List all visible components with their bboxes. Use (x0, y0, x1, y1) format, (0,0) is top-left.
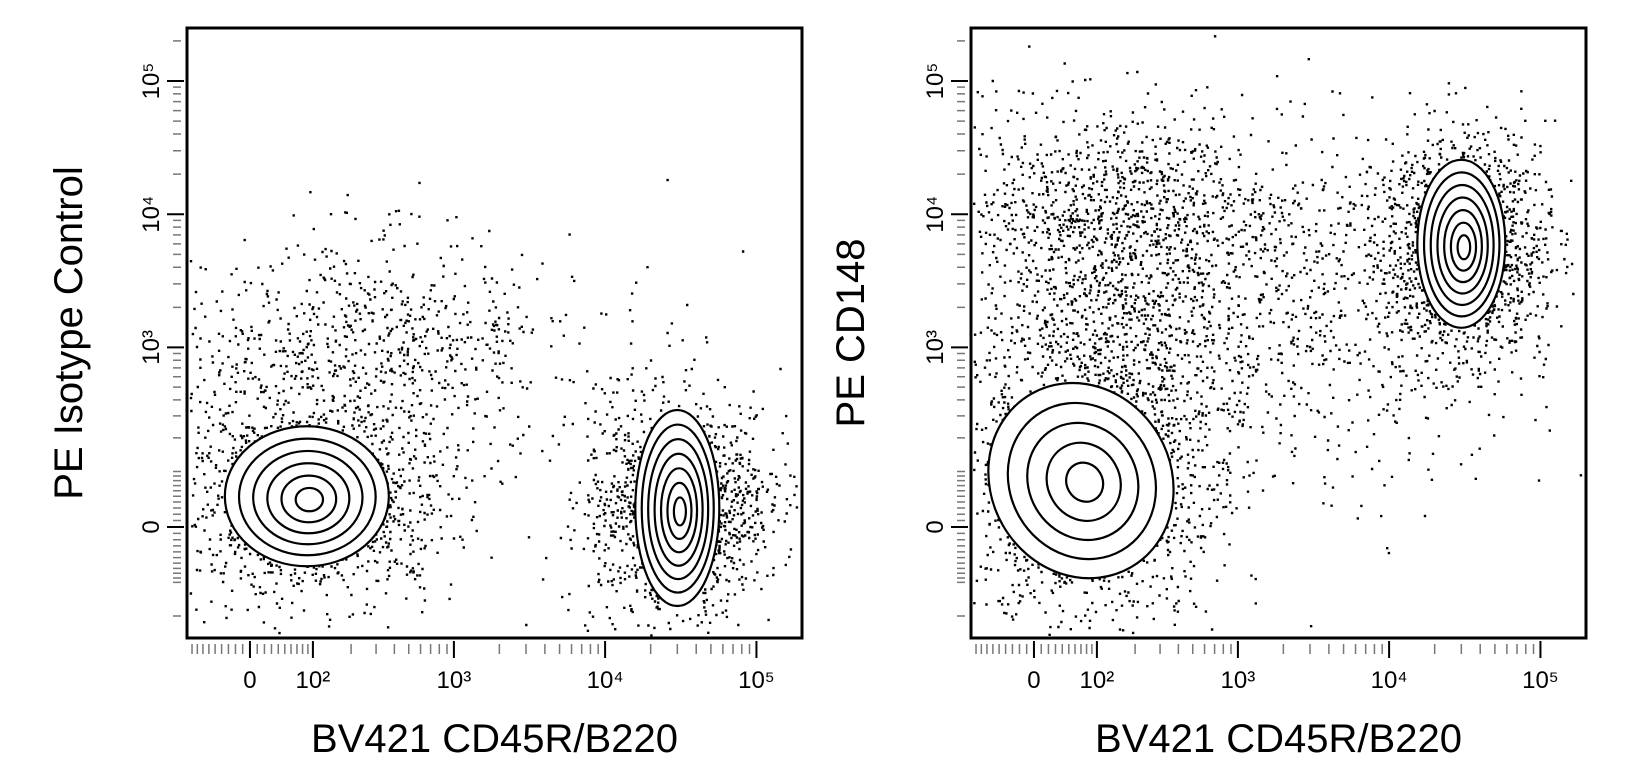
contour (1065, 461, 1105, 503)
x-tick-label: 10² (1080, 667, 1115, 694)
x-tick-label: 10⁵ (738, 667, 775, 694)
contour (987, 381, 1175, 580)
x-tick-label: 10⁵ (1522, 667, 1559, 694)
y-tick-label: 10⁵ (922, 63, 949, 100)
x-tick-label: 10³ (1221, 667, 1256, 694)
x-tick-label: 0 (1027, 667, 1040, 694)
y-tick-label: 10³ (138, 330, 165, 365)
contour (1443, 209, 1483, 284)
contour (672, 496, 687, 527)
y-axis-title: PE CD148 (829, 239, 873, 428)
plot-frame (969, 26, 1588, 640)
contour (1026, 421, 1140, 542)
contour (266, 462, 351, 535)
x-tick-label: 10² (296, 667, 331, 694)
plot-frame (185, 26, 804, 640)
contour (1006, 401, 1158, 561)
contour (640, 423, 715, 594)
minor-ticks (173, 40, 758, 654)
contour (1436, 196, 1489, 295)
x-tick-label: 10³ (437, 667, 472, 694)
minor-ticks (957, 40, 1542, 654)
contour (1045, 441, 1122, 522)
panel: 0 10² 10³ 10⁴ 10⁵ 0 10³ 10⁴ 10⁵ BV421 CD45R/B220 P… (47, 26, 804, 761)
contour (223, 425, 390, 568)
contour (252, 449, 364, 546)
x-axis-title: BV421 CD45R/B220 (311, 717, 678, 761)
y-tick-label: 0 (922, 520, 949, 533)
x-tick-label: 10⁴ (587, 667, 624, 694)
x-axis-title: BV421 CD45R/B220 (1095, 717, 1462, 761)
contour (1429, 183, 1495, 307)
contour (237, 437, 377, 557)
contour (1449, 221, 1478, 272)
x-tick-label: 10⁴ (1371, 667, 1408, 694)
y-tick-label: 10⁴ (138, 196, 165, 233)
x-tick-label: 0 (243, 667, 256, 694)
y-axis-title: PE Isotype Control (47, 166, 91, 500)
panel: 0 10² 10³ 10⁴ 10⁵ 0 10³ 10⁴ 10⁵ BV421 CD45R/B220 P… (829, 26, 1588, 761)
contour (666, 481, 693, 540)
y-tick-label: 10³ (922, 330, 949, 365)
contour (294, 486, 325, 513)
contour (1422, 171, 1501, 318)
y-tick-label: 10⁴ (922, 196, 949, 233)
contour (659, 467, 699, 554)
y-tick-label: 0 (138, 520, 165, 533)
contour (280, 474, 338, 524)
y-tick-label: 10⁵ (138, 63, 165, 100)
contour (653, 452, 704, 567)
contour (647, 438, 710, 581)
contour (1456, 234, 1472, 261)
